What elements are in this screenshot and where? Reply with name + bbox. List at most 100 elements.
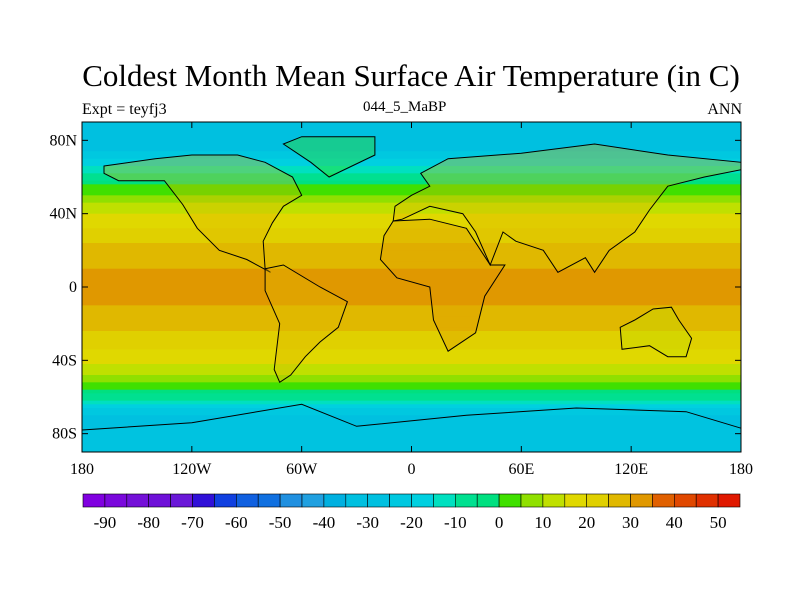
y-tick-label: 40N (49, 206, 77, 223)
temperature-band (82, 345, 741, 350)
temperature-band (82, 375, 741, 380)
colorbar-box (367, 493, 390, 508)
temperature-band (82, 243, 741, 248)
y-tick-label: 40S (52, 352, 77, 369)
colorbar-box (323, 493, 347, 508)
temperature-band (82, 393, 741, 398)
temperature-band (82, 320, 741, 325)
coastlines (81, 136, 742, 453)
colorbar-box (586, 493, 609, 508)
temperature-band (82, 364, 741, 369)
temperature-band (82, 246, 741, 251)
temperature-band (82, 158, 741, 163)
temperature-band (82, 232, 741, 237)
temperature-band (82, 173, 741, 178)
temperature-band (82, 221, 741, 226)
colorbar-box (520, 493, 544, 508)
colorbar-box (630, 493, 653, 508)
colorbar: -90 -80 -70 -60 -50 -40 -30 -20 -10 0 10 20 30 40 50 (82, 493, 741, 532)
temperature-band (82, 199, 741, 204)
temperature-band (82, 441, 741, 446)
temperature-band (82, 334, 741, 339)
colorbar-label: 0 (495, 513, 504, 532)
temperature-band (82, 180, 741, 185)
colorbar-label: 10 (534, 513, 551, 532)
temperature-band (82, 386, 741, 391)
colorbar-box (717, 493, 741, 508)
temperature-band (82, 342, 741, 347)
temperature-band (82, 404, 741, 409)
coastline (282, 136, 376, 178)
temperature-band (82, 276, 741, 281)
colorbar-box (126, 493, 150, 508)
colorbar-box (454, 493, 478, 508)
coastline (264, 264, 349, 384)
temperature-band (82, 433, 741, 438)
temperature-band (82, 147, 741, 152)
temperature-band (82, 210, 741, 215)
temperature-band (82, 400, 741, 405)
temperature-band (82, 136, 741, 141)
temperature-band (82, 430, 741, 435)
temperature-band (82, 265, 741, 270)
colorbar-box (411, 493, 434, 508)
temperature-band (82, 426, 741, 431)
colorbar-box (542, 493, 566, 508)
temperature-band (82, 353, 741, 358)
y-tick-label: 80S (52, 426, 77, 443)
y-tick-label: 0 (69, 279, 77, 296)
x-tick-label: 180 (729, 461, 753, 478)
temperature-band (82, 184, 741, 189)
temperature-band (82, 382, 741, 387)
temperature-band (82, 188, 741, 193)
colorbar-box (673, 493, 697, 508)
temperature-band (82, 239, 741, 244)
plot-title: Coldest Month Mean Surface Air Temperatu… (82, 58, 740, 93)
temperature-band (82, 254, 741, 259)
temperature-band (82, 195, 741, 200)
temperature-band (82, 202, 741, 207)
colorbar-label: -60 (225, 513, 248, 532)
temperature-band (82, 312, 741, 317)
colorbar-box (433, 493, 456, 508)
colorbar-label: -10 (444, 513, 467, 532)
colorbar-box (389, 493, 412, 508)
colorbar-label: 20 (578, 513, 595, 532)
temperature-band (82, 356, 741, 361)
colorbar-box (236, 493, 259, 508)
colorbar-label: -70 (181, 513, 204, 532)
temperature-band (82, 235, 741, 240)
temperature-band (82, 309, 741, 314)
temperature-band (82, 272, 741, 277)
temperature-band (82, 389, 741, 394)
colorbar-box (608, 493, 631, 508)
colorbar-label: -90 (94, 513, 117, 532)
colorbar-box (498, 493, 522, 508)
colorbar-label: -80 (137, 513, 160, 532)
temperature-band (82, 268, 741, 273)
x-tick-label: 120W (172, 461, 212, 478)
colorbar-box (257, 493, 281, 508)
temperature-band (82, 213, 741, 218)
temperature-band (82, 129, 741, 134)
temperature-band (82, 397, 741, 402)
temperature-band (82, 371, 741, 376)
coastline (379, 218, 506, 352)
temperature-band (82, 331, 741, 336)
temperature-band (82, 408, 741, 413)
colorbar-box (301, 493, 325, 508)
coastline (619, 306, 693, 358)
temperature-band (82, 349, 741, 354)
x-tick-label: 0 (408, 461, 416, 478)
colorbar-box (170, 493, 193, 508)
temperature-band (82, 224, 741, 229)
colorbar-box (652, 493, 675, 508)
temperature-band (82, 283, 741, 288)
temperature-band (82, 301, 741, 306)
temperature-band (82, 257, 741, 262)
temperature-band (82, 162, 741, 167)
temperature-band (82, 411, 741, 416)
x-tick-label: 60W (286, 461, 318, 478)
coastline (103, 154, 303, 273)
temperature-band (82, 367, 741, 372)
